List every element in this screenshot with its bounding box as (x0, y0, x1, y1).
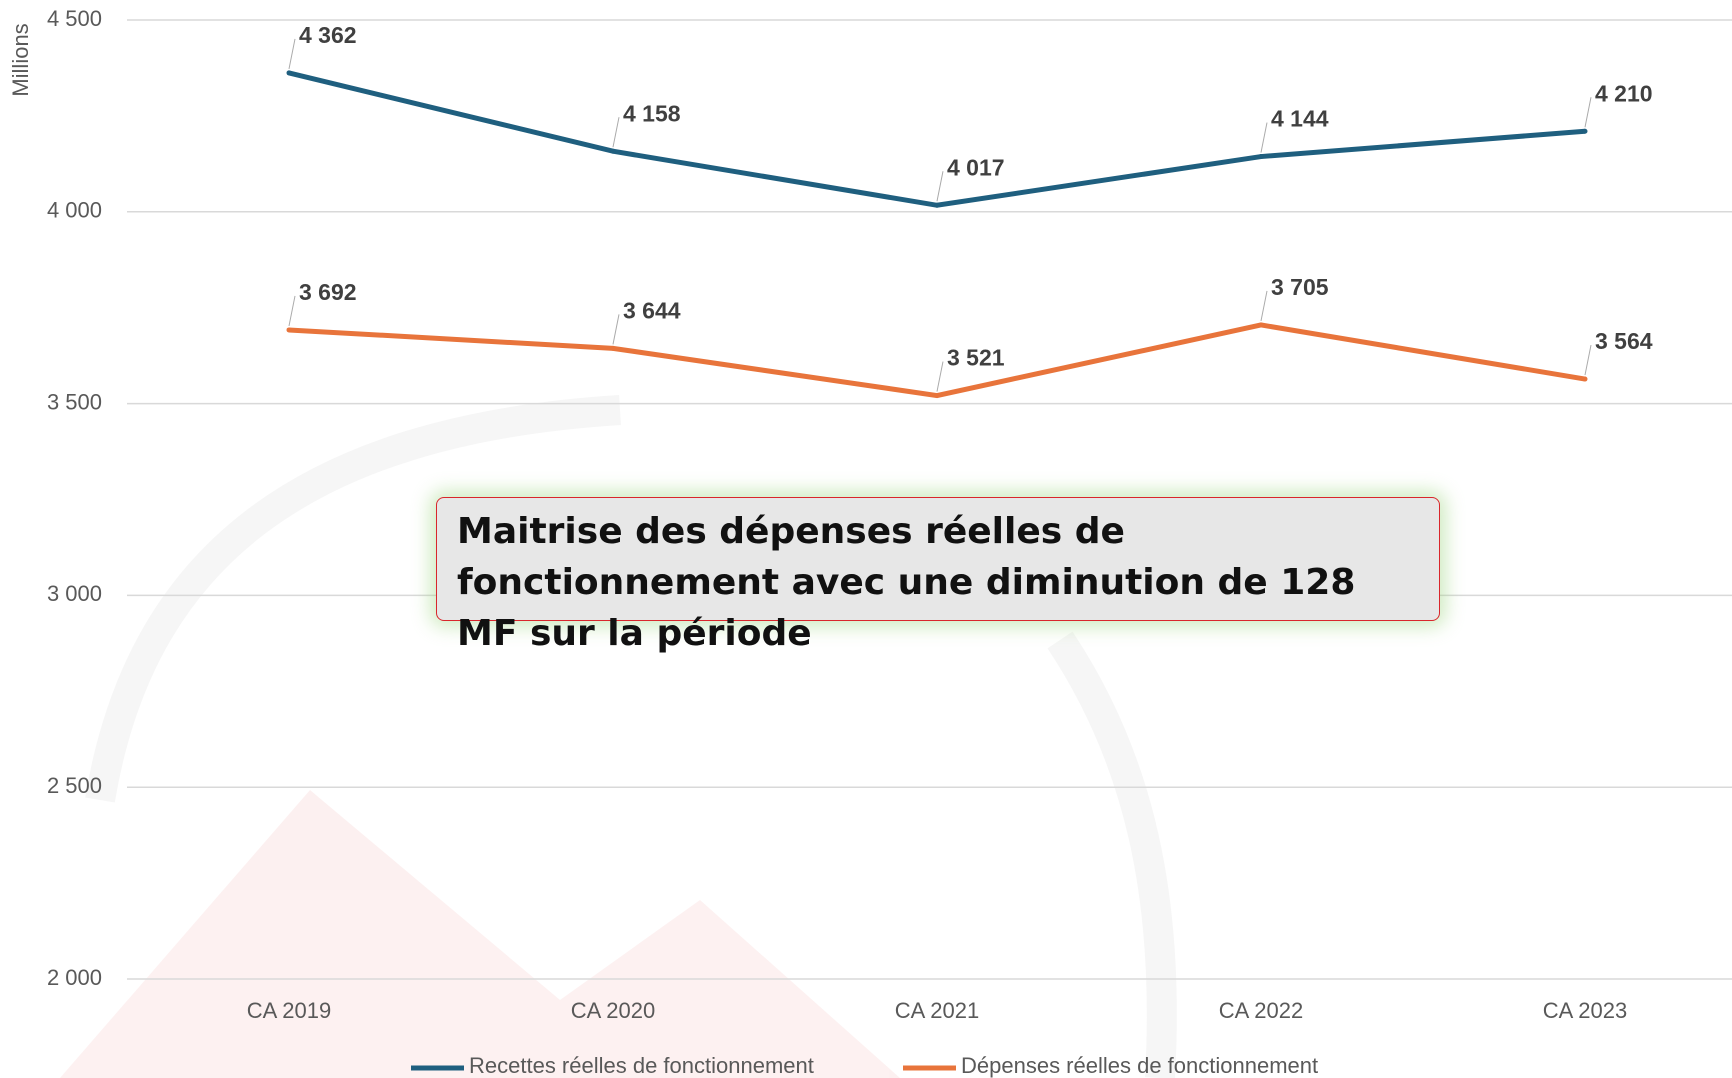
data-label: 4 362 (299, 22, 357, 48)
data-label: 4 158 (623, 100, 681, 126)
x-tick-label: CA 2023 (1543, 998, 1627, 1023)
data-label: 4 017 (947, 154, 1005, 180)
leader-line (1260, 122, 1268, 153)
leader-line (1584, 344, 1592, 376)
data-label: 3 564 (1595, 328, 1653, 354)
x-tick-label: CA 2021 (895, 998, 979, 1023)
data-label: 3 521 (947, 345, 1005, 371)
data-label: 3 692 (299, 279, 357, 305)
leader-line (936, 361, 944, 392)
y-tick-label: 2 500 (47, 773, 102, 798)
annotation: Maitrise des dépenses réelles de fonctio… (436, 497, 1440, 654)
leader-line (288, 295, 296, 327)
leader-line (1584, 97, 1592, 128)
data-label: 3 705 (1271, 274, 1329, 300)
x-tick-label: CA 2019 (247, 998, 331, 1023)
watermark-shape (60, 790, 900, 1078)
series-line (288, 322, 1586, 399)
x-tick-label: CA 2020 (571, 998, 655, 1023)
watermark-arc (1047, 631, 1177, 1078)
point (934, 393, 940, 399)
series-line (288, 70, 1586, 208)
leader-line (612, 117, 620, 148)
point (286, 70, 292, 76)
point (1258, 322, 1264, 328)
point (610, 345, 616, 351)
watermark-arc (85, 395, 621, 803)
y-tick-label: 4 000 (47, 198, 102, 223)
y-tick-label: 4 500 (47, 6, 102, 31)
leader-line (936, 171, 944, 202)
x-tick-label: CA 2022 (1219, 998, 1303, 1023)
point (610, 148, 616, 154)
y-tick-label: 2 000 (47, 965, 102, 990)
legend-label: Recettes réelles de fonctionnement (469, 1053, 814, 1078)
y-tick-label: 3 000 (47, 581, 102, 606)
legend-label: Dépenses réelles de fonctionnement (961, 1053, 1318, 1078)
leader-line (1260, 290, 1268, 322)
point (1258, 154, 1264, 160)
y-axis-label: Millions (8, 23, 33, 96)
point (1582, 376, 1588, 382)
data-label: 4 210 (1595, 80, 1653, 106)
watermark (60, 395, 1177, 1078)
y-tick-label: 3 500 (47, 389, 102, 414)
point (286, 327, 292, 333)
data-label: 4 144 (1271, 106, 1329, 132)
point (934, 202, 940, 208)
data-label: 3 644 (623, 297, 681, 323)
leader-line (612, 314, 620, 345)
point (1582, 128, 1588, 134)
leader-line (288, 38, 296, 70)
